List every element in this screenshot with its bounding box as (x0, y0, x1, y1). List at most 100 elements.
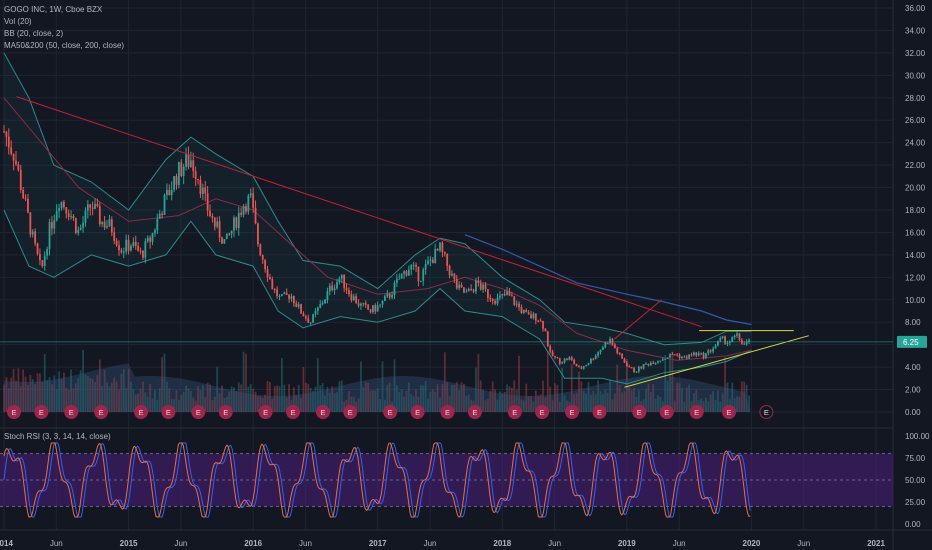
candle (508, 291, 511, 296)
time-tick-label: Jun (174, 539, 187, 548)
candle (331, 285, 334, 291)
volume-bar (470, 399, 473, 412)
candle (367, 304, 370, 310)
candle (139, 250, 142, 252)
candle (127, 239, 130, 251)
candle (470, 288, 473, 290)
candle (515, 303, 518, 305)
volume-bar (606, 392, 609, 412)
earnings-label: E (597, 408, 602, 417)
candle (731, 337, 734, 342)
candle (381, 300, 384, 305)
volume-bar (180, 394, 183, 412)
candle (51, 222, 53, 229)
earnings-label: E (139, 408, 144, 417)
candle (340, 274, 343, 279)
candle (489, 297, 492, 299)
volume-bar (72, 388, 75, 412)
candle (180, 162, 183, 177)
candle (189, 160, 192, 167)
volume-bar (125, 388, 128, 412)
volume-bar (266, 381, 269, 412)
volume-bar (431, 389, 434, 412)
volume-bar (685, 387, 688, 412)
price-tick-label: 30.00 (905, 71, 926, 80)
candle (503, 293, 506, 296)
stoch-rsi-legend[interactable]: Stoch RSI (3, 3, 14, 14, close) (4, 432, 111, 441)
volume-bar (707, 401, 710, 412)
volume-bar (314, 386, 317, 412)
candle (400, 273, 403, 279)
volume-bar (520, 399, 523, 412)
volume-bar (326, 386, 329, 412)
volume-bar (424, 380, 427, 412)
candle (724, 336, 726, 344)
volume-bar (542, 380, 544, 412)
volume-bar (51, 384, 53, 412)
volume-bar (551, 400, 554, 412)
price-tick-label: 8.00 (905, 318, 921, 327)
candle (602, 347, 604, 350)
candle (563, 358, 566, 363)
volume-legend[interactable]: Vol (20) (4, 17, 32, 26)
volume-bar (108, 386, 111, 412)
volume-bar (501, 392, 504, 412)
volume-bar (206, 382, 209, 412)
volume-bar (405, 390, 408, 412)
volume-bar (590, 394, 592, 412)
candle (590, 358, 592, 364)
volume-bar (419, 385, 422, 412)
candle (48, 222, 51, 250)
volume-bar (242, 351, 245, 412)
earnings-label: E (664, 408, 669, 417)
candle (384, 296, 386, 301)
volume-bar (693, 393, 695, 412)
volume-bar (48, 377, 51, 412)
volume-bar (77, 378, 80, 412)
earnings-label: E (39, 408, 44, 417)
candle (652, 362, 655, 365)
earnings-label: E (196, 408, 201, 417)
volume-bar (182, 391, 185, 412)
candle (130, 245, 132, 251)
candle (637, 366, 640, 372)
trendlines (0, 96, 893, 388)
volume-bar (645, 388, 647, 412)
volume-bar (350, 396, 353, 412)
candle (592, 358, 595, 360)
volume-bar (225, 397, 228, 412)
volume-bar (173, 399, 175, 412)
volume-bar (652, 384, 655, 412)
candle (58, 208, 60, 211)
candle (27, 198, 29, 213)
volume-bar (3, 384, 5, 412)
volume-bar (273, 386, 276, 412)
candle (738, 333, 741, 340)
volume-bar (673, 400, 676, 412)
volume-bar (453, 384, 456, 412)
ma-legend[interactable]: MA50&200 (50, close, 200, close) (4, 41, 125, 50)
candle (386, 293, 389, 297)
volume-bar (331, 386, 334, 412)
candle (194, 171, 197, 179)
symbol-title[interactable]: GOGO INC, 1W, Cboe BZX (4, 5, 103, 14)
candle (393, 282, 396, 295)
volume-bar (106, 382, 108, 412)
volume-bar (417, 396, 420, 412)
candle (376, 305, 379, 312)
earnings-label: E (570, 408, 575, 417)
candle (288, 294, 290, 299)
candle (333, 288, 336, 291)
bb-legend[interactable]: BB (20, close, 2) (4, 29, 64, 38)
candle (558, 358, 561, 364)
candle (237, 212, 240, 229)
volume-bar (235, 390, 238, 412)
volume-bar (467, 394, 470, 412)
price-tick-label: 22.00 (905, 161, 926, 170)
price-tick-label: 14.00 (905, 251, 926, 260)
volume-bar (609, 380, 611, 412)
volume-bar (362, 387, 365, 412)
volume-bar (130, 381, 132, 412)
candle (209, 210, 211, 216)
